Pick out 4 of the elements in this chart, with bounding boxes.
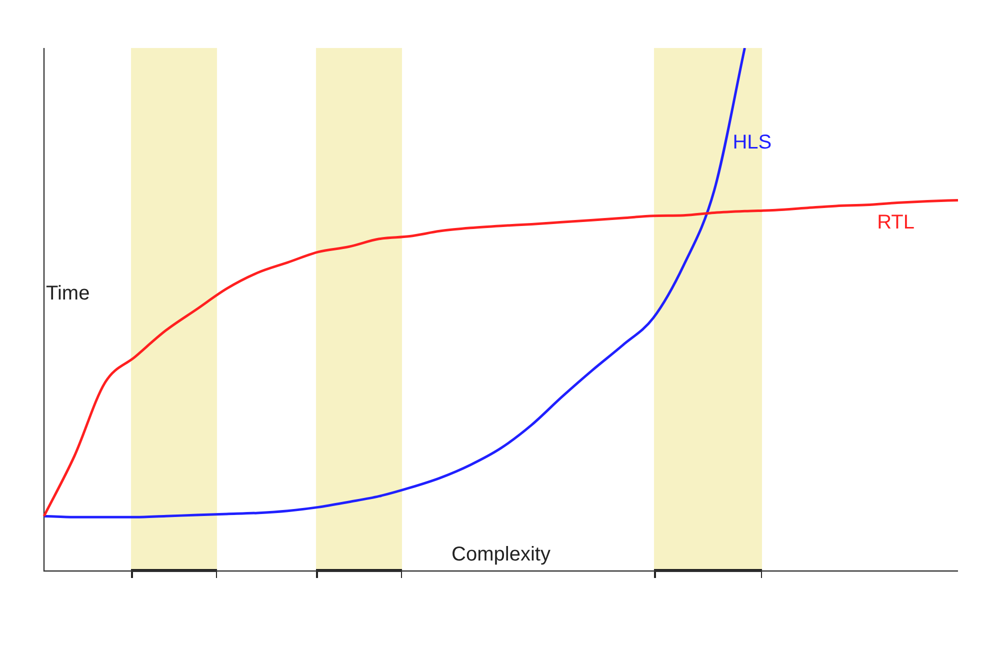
series-label: RTL [877, 211, 914, 234]
series-label: HLS [732, 132, 772, 154]
y-axis-title: Time [46, 282, 90, 304]
x-axis-title: Complexity [452, 544, 550, 566]
